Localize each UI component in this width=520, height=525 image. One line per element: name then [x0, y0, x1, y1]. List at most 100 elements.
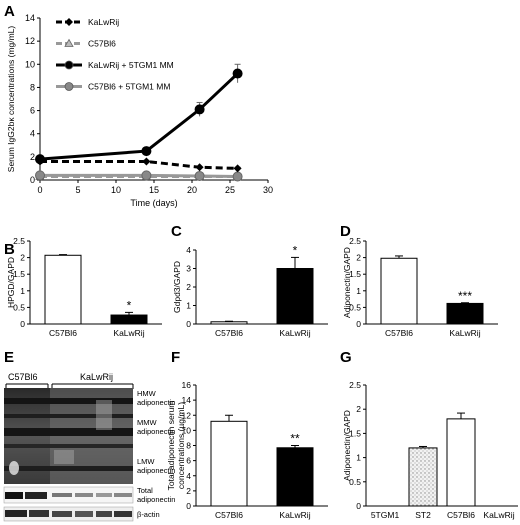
- f-category-label: KaLwRij: [279, 510, 310, 520]
- g-y-axis-label: Adiponectin/GAPD: [342, 410, 352, 481]
- c-bar-kalwrij: [276, 268, 314, 325]
- f-y-tick-label: 12: [182, 410, 192, 420]
- panel-letter-b: B: [4, 241, 15, 258]
- a-data-point: [141, 146, 152, 157]
- c-category-label: KaLwRij: [279, 328, 310, 338]
- a-y-tick-label: 4: [30, 129, 35, 139]
- a-legend-marker: [64, 60, 74, 70]
- panel-b-bar-chart: 0 0.5 1 1.5 2 2.5 C57Bl6 * KaLwRij HPGD/GAPD: [6, 236, 162, 338]
- a-data-point: [232, 171, 243, 182]
- blot-total-bands: [5, 492, 132, 499]
- d-y-axis-label: Adiponectin/GAPD: [342, 247, 352, 318]
- f-y-tick-label: 10: [182, 425, 192, 435]
- a-y-tick-label: 0: [30, 175, 35, 185]
- f-y-tick-label: 2: [186, 486, 191, 496]
- g-y-tick-label: 1: [356, 453, 361, 463]
- b-bar-c57bl6: [44, 254, 82, 325]
- g-y-tick-label: 2: [356, 404, 361, 414]
- d-y-tick-label: 2: [356, 253, 361, 263]
- b-y-tick-label: 0: [20, 319, 25, 329]
- b-significance-marker: *: [127, 298, 132, 312]
- f-y-tick-label: 16: [182, 380, 192, 390]
- d-y-tick-label: 2.5: [349, 236, 361, 246]
- d-y-tick-label: 0.5: [349, 302, 361, 312]
- b-y-tick-label: 1: [20, 286, 25, 296]
- panel-letter-g: G: [340, 349, 352, 366]
- f-significance-marker: **: [290, 432, 300, 446]
- c-significance-marker: *: [293, 243, 298, 257]
- panel-d-bar-chart: 0 0.5 1 1.5 2 2.5 C57Bl6 *** KaLwRij Adiponectin/…: [342, 236, 498, 338]
- a-y-tick-label: 10: [25, 59, 35, 69]
- blot-label-lmw: LMW adiponectin: [137, 457, 175, 475]
- a-y-tick-label: 2: [30, 152, 35, 162]
- a-x-tick-label: 25: [225, 185, 235, 195]
- c-y-tick-label: 0: [186, 319, 191, 329]
- blot-label-mmw: MMW adiponectin: [137, 418, 175, 436]
- a-series-line: [39, 72, 239, 161]
- f-y-tick-label: 14: [182, 395, 192, 405]
- a-legend-marker: [64, 82, 74, 91]
- b-y-axis-label: HPGD/GAPD: [6, 257, 16, 308]
- a-series-line: [40, 173, 238, 179]
- panel-letter-c: C: [171, 223, 182, 240]
- a-y-axis-label: Serum IgG2bκ concentrations (mg/mL): [6, 26, 16, 173]
- b-bar-kalwrij: [110, 314, 148, 325]
- a-x-axis-label: Time (days): [130, 198, 177, 208]
- b-category-label: C57Bl6: [49, 328, 77, 338]
- b-y-tick-label: 1.5: [13, 269, 25, 279]
- a-series-kalwrij: [36, 157, 242, 173]
- d-category-label: KaLwRij: [449, 328, 480, 338]
- a-y-tick-label: 12: [25, 36, 35, 46]
- f-y-tick-label: 4: [186, 471, 191, 481]
- a-legend-marker: [65, 18, 73, 26]
- c-bar-c57bl6: [210, 321, 248, 325]
- c-y-tick-label: 4: [186, 245, 191, 255]
- d-bar-c57bl6: [380, 257, 418, 325]
- a-x-tick-label: 5: [75, 185, 80, 195]
- f-bar-kalwrij: [276, 447, 314, 507]
- b-y-tick-label: 2: [20, 253, 25, 263]
- blot-label-actin: β-actin: [137, 510, 160, 519]
- g-bar-c57bl6: [446, 418, 476, 507]
- panel-letter-d: D: [340, 223, 351, 240]
- blot-label-hmw: HMW adiponectin: [137, 389, 175, 407]
- c-y-tick-label: 1: [186, 301, 191, 311]
- f-bar-c57bl6: [210, 420, 248, 507]
- blot-group-label-c57bl6: C57Bl6: [8, 372, 38, 382]
- panel-f-bar-chart: 0 2 4 6 8 10 12 14 16 C57Bl6 ** KaLwRij Total adipon…: [166, 380, 328, 520]
- a-data-point: [194, 104, 205, 115]
- a-data-point: [232, 68, 243, 79]
- a-legend: KaLwRij C57Bl6 KaLwRij + 5TGM1 MM C57Bl6 + …: [56, 17, 174, 92]
- g-category-label: ST2: [415, 510, 431, 520]
- g-y-tick-label: 2.5: [349, 380, 361, 390]
- blot-main-bands: [4, 388, 133, 484]
- c-y-tick-label: 3: [186, 264, 191, 274]
- panel-letter-a: A: [4, 3, 15, 20]
- a-data-point: [35, 154, 45, 165]
- a-data-point: [194, 170, 205, 181]
- d-bar-kalwrij: [446, 302, 484, 325]
- g-category-label: KaLwRij: [483, 510, 514, 520]
- d-y-tick-label: 1: [356, 286, 361, 296]
- panel-c-bar-chart: 0 1 2 3 4 C57Bl6 * KaLwRij Gdpd3/GAPD: [172, 243, 328, 338]
- a-data-point: [141, 170, 152, 181]
- d-y-tick-label: 1.5: [349, 269, 361, 279]
- c-y-tick-label: 2: [186, 282, 191, 292]
- f-category-label: C57Bl6: [215, 510, 243, 520]
- g-category-label: C57Bl6: [447, 510, 475, 520]
- b-y-tick-label: 0.5: [13, 302, 25, 312]
- a-series-kalwrij-5tgm1-mm: [35, 63, 243, 165]
- f-y-tick-label: 0: [186, 501, 191, 511]
- d-y-tick-label: 0: [356, 319, 361, 329]
- f-y-tick-label: 6: [186, 456, 191, 466]
- blot-group-label-kalwrij: KaLwRij: [80, 372, 113, 382]
- g-bar-st2: [408, 447, 438, 507]
- c-category-label: C57Bl6: [215, 328, 243, 338]
- a-series-line: [40, 159, 238, 170]
- d-category-label: C57Bl6: [385, 328, 413, 338]
- panel-letter-e: E: [4, 349, 14, 366]
- f-y-tick-label: 8: [186, 441, 191, 451]
- a-data-point: [142, 157, 151, 166]
- a-legend-label: KaLwRij + 5TGM1 MM: [88, 60, 174, 70]
